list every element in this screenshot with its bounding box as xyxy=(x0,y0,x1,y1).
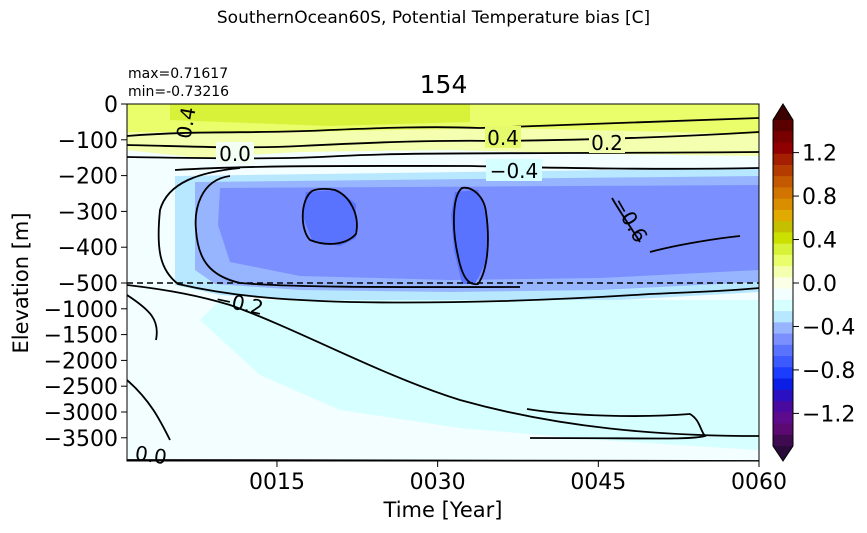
contour-label: 0.4 xyxy=(487,126,519,150)
colorbar-segment xyxy=(773,198,793,211)
y-tick-label: −300 xyxy=(58,200,118,225)
colorbar-tick-label: 0.8 xyxy=(802,185,837,210)
colorbar-segment xyxy=(773,389,793,402)
colorbar-segment xyxy=(773,311,793,323)
colorbar-segment xyxy=(773,277,793,290)
colorbar-segment xyxy=(773,356,793,368)
colorbar-segment xyxy=(773,367,793,380)
y-tick-label: −200 xyxy=(58,165,118,190)
x-axis-ticks: 0015 0030 0045 0060 xyxy=(249,461,787,495)
field-top-hot xyxy=(170,104,470,126)
y-tick-label: −100 xyxy=(58,129,118,154)
field-core-1 xyxy=(302,190,356,246)
y-tick-label: −2000 xyxy=(44,349,118,374)
colorbar-segment xyxy=(773,153,793,166)
y-tick-label: −400 xyxy=(58,236,118,261)
colorbar-tick-label: −0.8 xyxy=(802,359,855,384)
contour-label: −0.4 xyxy=(490,159,539,183)
colorbar-segment xyxy=(773,378,793,391)
colorbar-segment xyxy=(773,322,793,335)
figure-suptitle: SouthernOcean60S, Potential Temperature … xyxy=(216,8,651,28)
y-axis-label: Elevation [m] xyxy=(9,212,33,353)
colorbar-segment xyxy=(773,423,793,436)
contour-line xyxy=(194,175,521,288)
x-tick-label: 0015 xyxy=(249,470,305,495)
x-tick-label: 0060 xyxy=(731,470,787,495)
contour-label: 0.4 xyxy=(172,105,201,140)
contour-label-bg xyxy=(485,126,521,148)
y-tick-label: −1000 xyxy=(44,298,118,323)
panel-title: 154 xyxy=(419,70,468,99)
field-neg-deep xyxy=(300,188,740,262)
contour-label: 0.0 xyxy=(219,142,251,166)
contour-line xyxy=(157,167,759,304)
contour-line xyxy=(611,197,641,243)
y-axis-ticks: 0 −100 −200 −300 −400 −500−1000−1500−2000−250… xyxy=(44,93,127,452)
colorbar-segment xyxy=(773,344,793,357)
contour-line xyxy=(649,235,741,253)
x-axis-label: Time [Year] xyxy=(383,498,503,522)
contour-line xyxy=(301,188,358,245)
colorbar-segment xyxy=(773,232,793,245)
colorbar-extend-bottom xyxy=(773,446,793,461)
contour-line xyxy=(127,117,759,137)
colorbar-extend-top xyxy=(773,104,793,120)
colorbar-segment xyxy=(773,221,793,233)
colorbar-segment xyxy=(773,142,793,155)
colorbar-segment xyxy=(773,288,793,301)
contour-line xyxy=(174,165,759,171)
colorbar xyxy=(772,103,794,462)
max-label: max=0.71617 xyxy=(128,66,229,82)
x-tick-label: 0045 xyxy=(570,470,626,495)
contour-line xyxy=(127,379,171,441)
colorbar-ticks: 1.2 0.8 0.4 0.0 −0.4 −0.8 −1.2 xyxy=(793,142,855,427)
colorbar-segment xyxy=(773,412,793,425)
colorbar-outline xyxy=(772,103,794,462)
contour-label-bg xyxy=(216,142,254,164)
colorbar-tick-label: −1.2 xyxy=(802,402,855,427)
contour-label: 0.2 xyxy=(591,131,623,155)
contour-line xyxy=(453,186,489,286)
colorbar-segment xyxy=(773,164,793,177)
y-tick-label: −1500 xyxy=(44,324,118,349)
min-label: min=-0.73216 xyxy=(128,84,230,100)
colorbar-segment xyxy=(773,176,793,188)
colorbar-tick-label: 1.2 xyxy=(802,142,837,167)
colorbar-segment xyxy=(773,209,793,222)
field-deep-water xyxy=(200,300,759,450)
contour-line xyxy=(127,294,158,341)
colorbar-segment xyxy=(773,434,793,447)
x-tick-label: 0030 xyxy=(410,470,466,495)
colorbar-segment xyxy=(773,299,793,312)
y-tick-label: −3000 xyxy=(44,401,118,426)
colorbar-segment xyxy=(773,243,793,256)
y-tick-label: −500 xyxy=(58,272,118,297)
contour-label-bg xyxy=(589,131,625,153)
colorbar-tick-label: 0.4 xyxy=(802,229,837,254)
colorbar-segment xyxy=(773,401,793,413)
contour-line xyxy=(526,408,707,440)
colorbar-segment xyxy=(773,266,793,278)
colorbar-segment xyxy=(773,254,793,267)
colorbar-segment xyxy=(773,187,793,200)
y-tick-label: −3500 xyxy=(44,427,118,452)
colorbar-tick-label: −0.4 xyxy=(802,315,855,340)
contour-label: 0.0 xyxy=(134,441,169,469)
contour-line xyxy=(127,284,759,437)
field-core-2 xyxy=(451,190,488,284)
colorbar-segment xyxy=(773,120,793,132)
colorbar-segment xyxy=(773,131,793,143)
y-tick-label: 0 xyxy=(104,93,118,118)
contour-label-bg xyxy=(486,159,542,181)
y-tick-label: −2500 xyxy=(44,375,118,400)
colorbar-tick-label: 0.0 xyxy=(802,272,837,297)
colorbar-segment xyxy=(773,333,793,346)
